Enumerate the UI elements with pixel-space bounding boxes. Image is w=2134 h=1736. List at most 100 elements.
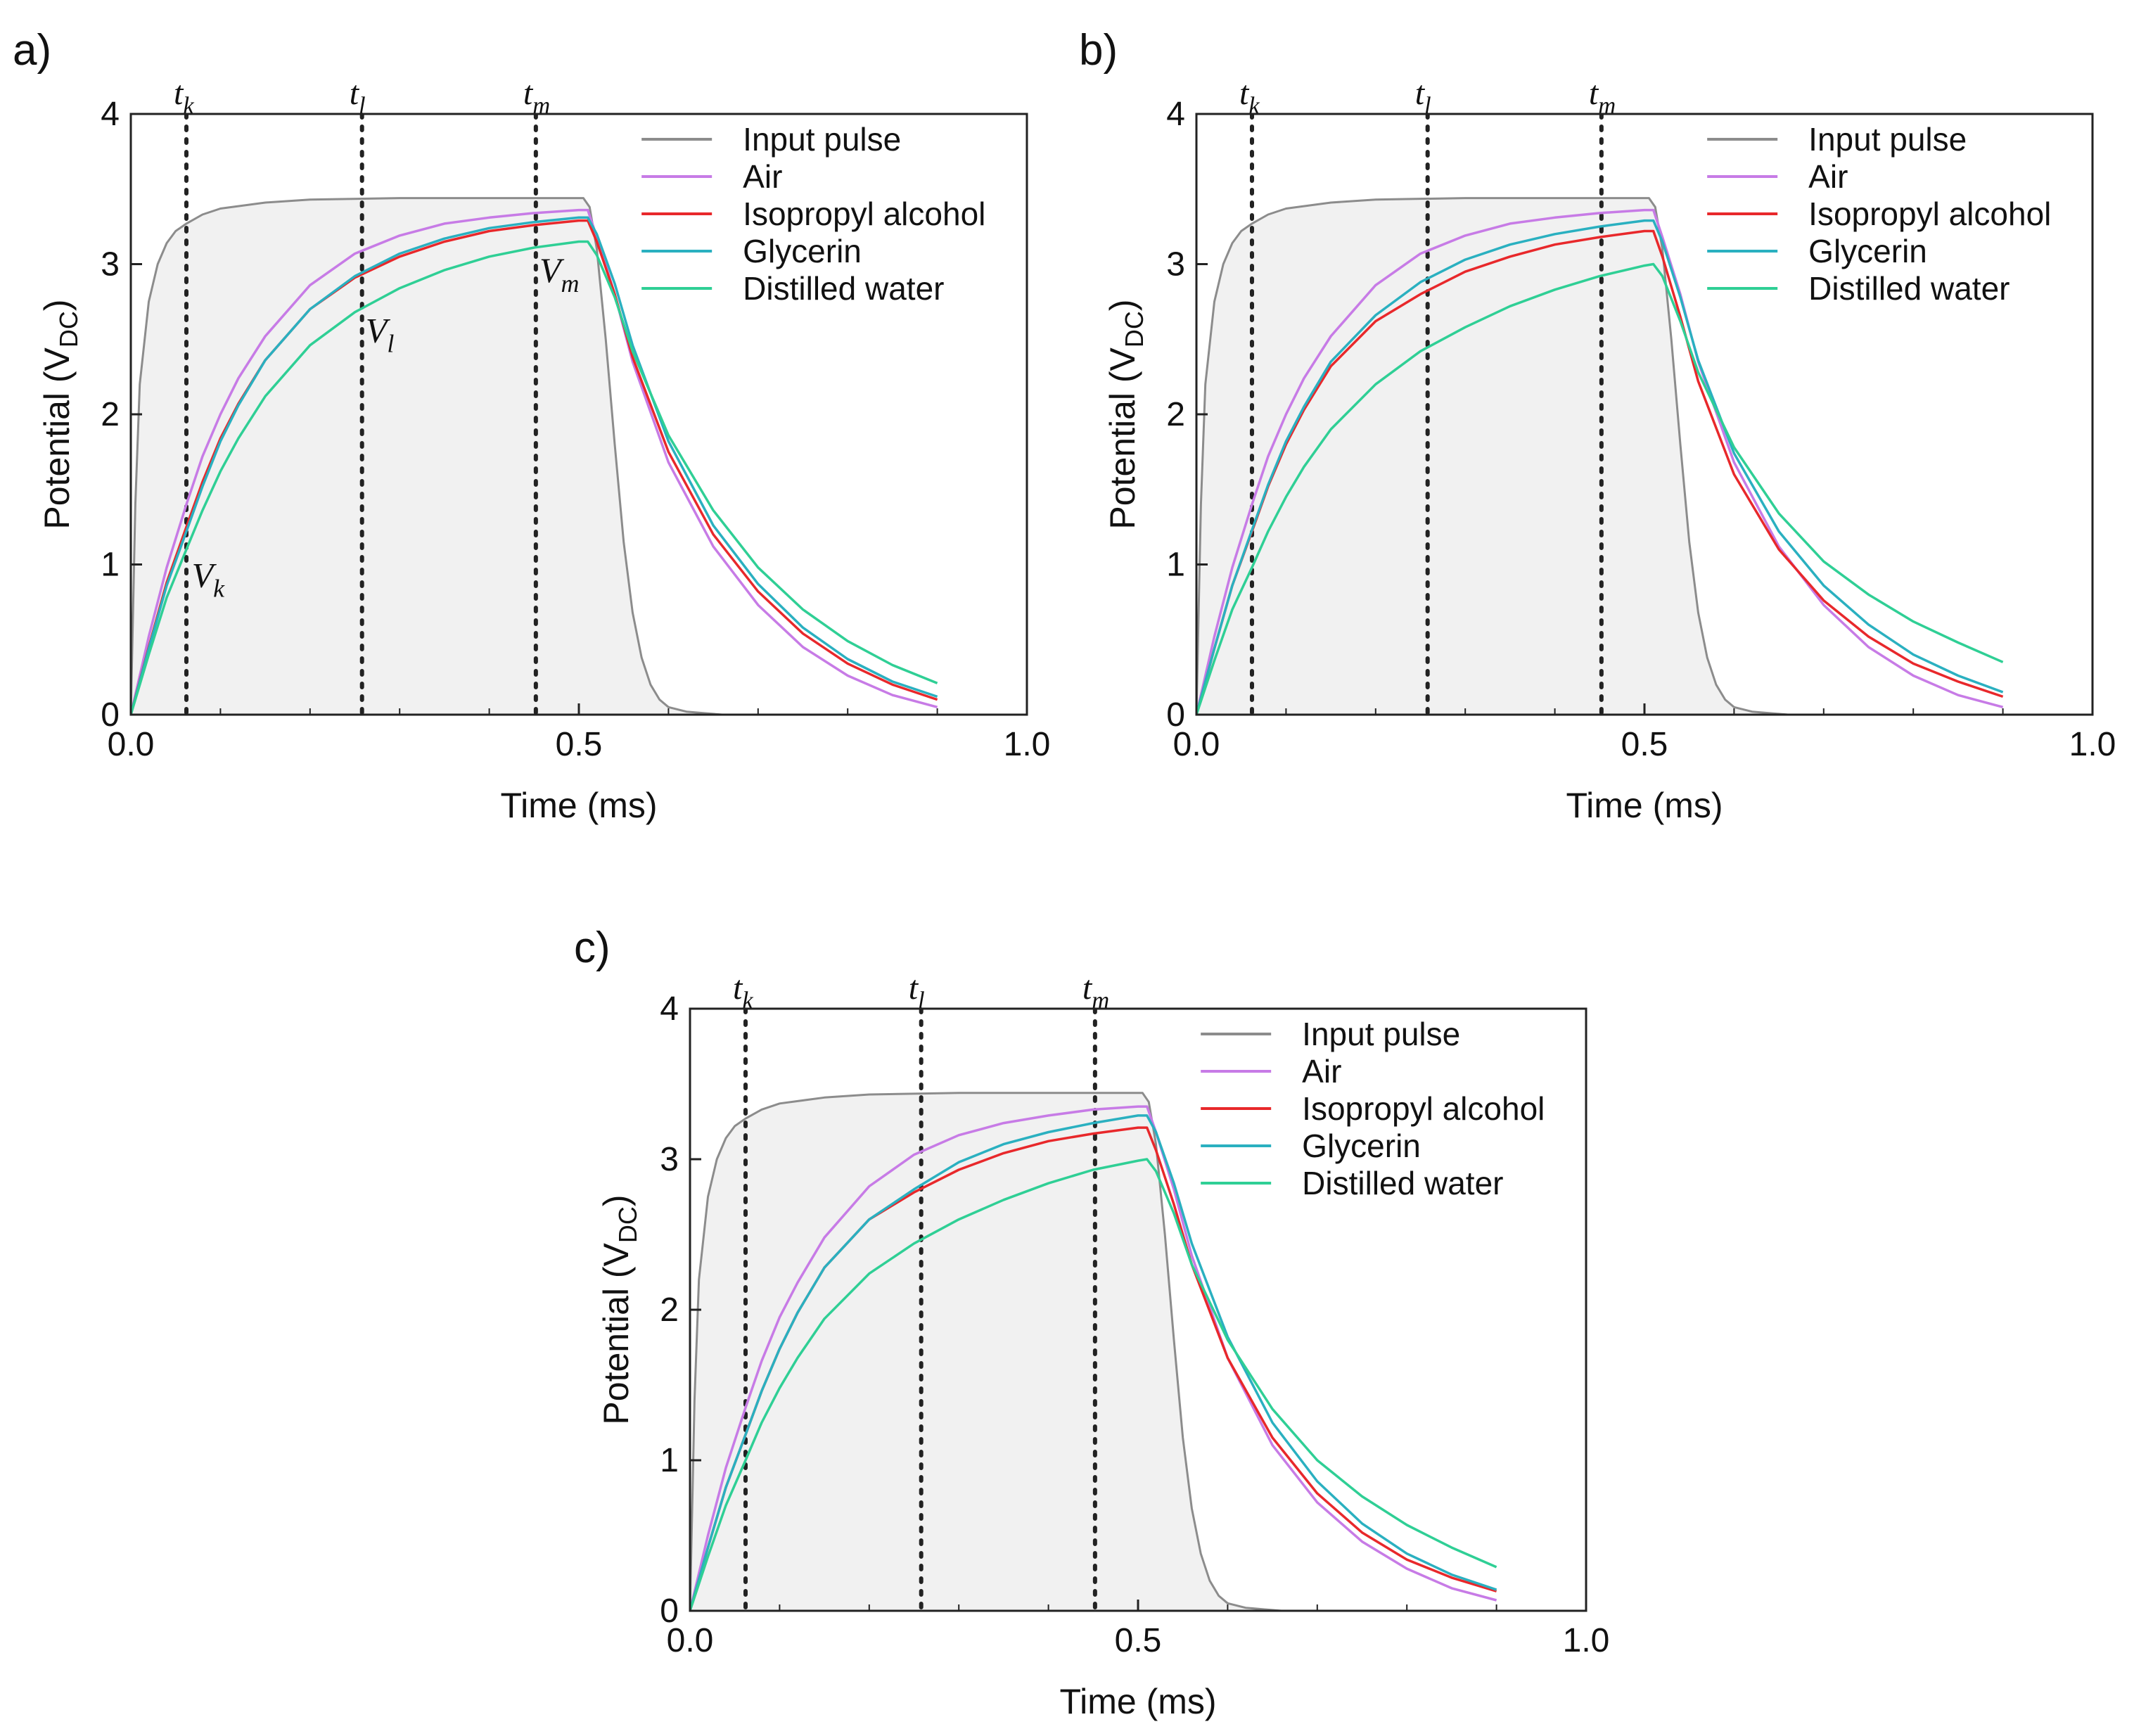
panel-a-marker-label-tl: tl — [350, 75, 366, 119]
panel-b-xtick-label-0: 0.0 — [1173, 726, 1220, 763]
panel-a-marker-label-tk: tk — [174, 75, 194, 119]
panel-b-series-air — [1196, 208, 2004, 715]
panel-a-annotation-Vk-main: V — [192, 556, 217, 595]
panel-b-input-pulse-fill — [1196, 198, 1788, 715]
panel-b-ytick-label-3: 3 — [1166, 246, 1185, 283]
panel-c-xtick-label-2: 1.0 — [1563, 1622, 1610, 1659]
panel-a-ylabel: Potential (VDC) — [37, 299, 83, 529]
panel-a-ylabel-text: Potential (V — [37, 347, 77, 529]
panel-a-ylabel-close: ) — [37, 299, 77, 311]
panel-a-plot-area — [131, 114, 938, 715]
panel-b-label: b) — [1079, 26, 1118, 75]
panel-c-marker-label-tk: tk — [733, 969, 753, 1014]
panel-a-marker-label-tl-sub: l — [359, 92, 366, 119]
panel-c-series-distilled-water — [690, 1158, 1497, 1611]
panel-b-legend-label-isopropyl-alcohol: Isopropyl alcohol — [1808, 196, 2051, 232]
panel-b-ylabel: Potential (VDC) — [1103, 299, 1149, 529]
panel-a-marker-label-tk-main: t — [174, 75, 184, 112]
panel-a-ytick-label-2: 2 — [101, 396, 120, 433]
panel-a-label: a) — [13, 26, 51, 75]
panel-a-legend-label-glycerin: Glycerin — [743, 233, 862, 269]
panel-c-ylabel: Potential (VDC) — [596, 1194, 642, 1424]
panel-a-series-distilled-water — [131, 240, 938, 715]
panel-b-marker-label-tk: tk — [1239, 75, 1260, 119]
panel-a-marker-label-tl-main: t — [350, 75, 360, 112]
panel-c-marker-label-tl: tl — [909, 969, 925, 1014]
panel-b-ytick-label-2: 2 — [1166, 396, 1185, 433]
panel-a-xtick-label-1: 0.5 — [556, 726, 603, 763]
panel-c-legend-label-isopropyl-alcohol: Isopropyl alcohol — [1302, 1090, 1545, 1127]
panel-b-legend-label-input-pulse: Input pulse — [1808, 121, 1967, 158]
panel-b-marker-label-tk-sub: k — [1248, 92, 1260, 119]
panel-b-marker-label-tm-sub: m — [1598, 92, 1616, 119]
panel-a-annotation-Vm-main: V — [539, 250, 565, 290]
panel-c-ytick-label-2: 2 — [660, 1291, 679, 1329]
panel-a-legend-label-distilled-water: Distilled water — [743, 270, 944, 307]
panel-b-xtick-label-2: 1.0 — [2069, 726, 2116, 763]
panel-c-series-air — [690, 1105, 1497, 1611]
panel-b-marker-label-tl-sub: l — [1424, 92, 1431, 119]
panel-b-marker-label-tm-main: t — [1589, 75, 1599, 112]
panel-b-plot-area — [1196, 114, 2004, 715]
panel-c-xtick-label-0: 0.0 — [667, 1622, 714, 1659]
panel-a-annotation-Vm-sub: m — [561, 269, 579, 298]
panel-c-marker-label-tl-main: t — [909, 969, 919, 1007]
panel-b-ylabel-close: ) — [1103, 299, 1142, 311]
panel-a-legend-label-input-pulse: Input pulse — [743, 121, 901, 158]
panel-a-annotation-Vm: Vm — [539, 250, 580, 298]
panel-a-ylabel-unit-sub: DC — [54, 311, 83, 347]
panel-c-ytick-label-3: 3 — [660, 1141, 679, 1178]
panel-b-ylabel-unit-sub: DC — [1120, 311, 1149, 347]
panel-a-ytick-label-1: 1 — [101, 547, 120, 584]
panel-b-series-distilled-water — [1196, 262, 2004, 715]
panel-c-legend-label-air: Air — [1302, 1053, 1341, 1090]
panel-c-series-glycerin — [690, 1114, 1497, 1611]
panel-c-ytick-label-0: 0 — [660, 1593, 679, 1630]
panel-a-annotation-Vl: Vl — [366, 311, 395, 358]
panel-c-legend-label-distilled-water: Distilled water — [1302, 1165, 1503, 1201]
panel-a-ytick-label-0: 0 — [101, 696, 120, 734]
panel-a-series-air — [131, 208, 938, 715]
panel-a-xlabel: Time (ms) — [500, 786, 657, 825]
panel-c-legend-label-glycerin: Glycerin — [1302, 1128, 1421, 1164]
panel-b-ytick-label-4: 4 — [1166, 96, 1185, 133]
panel-a-series-isopropyl-alcohol — [131, 219, 938, 715]
panel-c-ytick-label-4: 4 — [660, 990, 679, 1028]
panel-a-annotation-Vk: Vk — [192, 556, 226, 603]
panel-b-series-input-pulse — [1196, 197, 1788, 715]
panel-a-legend-label-air: Air — [743, 158, 782, 195]
panel-a-ytick-label-4: 4 — [101, 96, 120, 133]
panel-b-marker-label-tm: tm — [1589, 75, 1616, 119]
panel-c-plot-area — [690, 1009, 1497, 1611]
panel-b-xtick-label-1: 0.5 — [1621, 726, 1668, 763]
panel-c-ytick-label-1: 1 — [660, 1442, 679, 1479]
panel-c-label: c) — [574, 924, 611, 972]
panel-c-marker-label-tk-main: t — [733, 969, 743, 1007]
panel-a-annotation-Vk-sub: k — [213, 575, 225, 603]
panel-b-legend-label-air: Air — [1808, 158, 1848, 195]
panel-a-xtick-label-2: 1.0 — [1004, 726, 1051, 763]
panel-a-marker-label-tm-sub: m — [532, 92, 550, 119]
panel-c-marker-label-tm-main: t — [1082, 969, 1093, 1007]
panel-a-legend-label-isopropyl-alcohol: Isopropyl alcohol — [743, 196, 985, 232]
panel-c-series-input-pulse — [690, 1092, 1282, 1611]
panel-c-ylabel-text: Potential (V — [596, 1242, 636, 1424]
panel-b-marker-label-tl-main: t — [1415, 75, 1426, 112]
panel-b-marker-label-tk-main: t — [1239, 75, 1250, 112]
panel-a-annotation-Vl-sub: l — [387, 330, 394, 358]
panel-c-ylabel-unit-sub: DC — [613, 1206, 642, 1243]
panel-b-series-glycerin — [1196, 219, 2004, 715]
panel-b-xlabel: Time (ms) — [1566, 786, 1723, 825]
panel-a-marker-label-tk-sub: k — [183, 92, 194, 119]
panel-b-marker-label-tl: tl — [1415, 75, 1431, 119]
panel-a-ytick-label-3: 3 — [101, 246, 120, 283]
panel-a-marker-label-tm-main: t — [523, 75, 534, 112]
panel-a-marker-label-tm: tm — [523, 75, 550, 119]
panel-c-ylabel-close: ) — [596, 1194, 636, 1206]
panel-c-marker-label-tm-sub: m — [1092, 987, 1109, 1014]
panel-c-marker-label-tk-sub: k — [742, 987, 753, 1014]
